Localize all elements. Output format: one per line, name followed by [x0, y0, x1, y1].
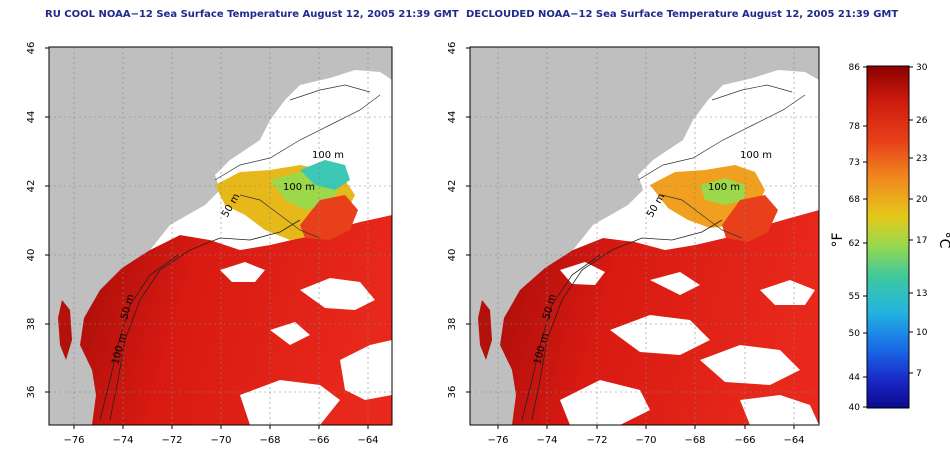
- lat-tick-label: 36: [447, 386, 458, 399]
- map-grid: [470, 47, 819, 425]
- lat-tick-label: 44: [26, 111, 37, 124]
- fahrenheit-unit-label: °F: [830, 232, 846, 247]
- axis-ticks: [45, 47, 369, 429]
- fahrenheit-tick-label: 78: [849, 122, 861, 132]
- fahrenheit-tick-label: 40: [849, 403, 861, 413]
- lon-tick-label: −66: [734, 435, 755, 446]
- isobath-contour: [637, 94, 806, 181]
- lat-tick-label: 42: [26, 180, 37, 193]
- celsius-tick-label: 23: [916, 154, 927, 164]
- lon-tick-label: −64: [783, 435, 804, 446]
- lon-tick-label: −74: [536, 435, 557, 446]
- warm-eddy: [722, 195, 778, 242]
- fahrenheit-tick-label: 86: [849, 63, 861, 73]
- map-title-declouded: DECLOUDED NOAA−12 Sea Surface Temperatur…: [466, 9, 899, 20]
- fahrenheit-tick-label: 68: [849, 195, 861, 205]
- celsius-tick-label: 26: [916, 116, 928, 126]
- coldest-water-patch: [300, 160, 350, 190]
- lon-tick-label: −70: [210, 435, 231, 446]
- map-grid: [49, 47, 392, 425]
- isobath-label: 100 m: [740, 150, 772, 161]
- cloud-patch: [700, 345, 800, 385]
- lon-tick-label: −76: [487, 435, 508, 446]
- isobath-contour: [711, 84, 793, 101]
- cold-water-patch: [700, 178, 745, 205]
- cloud-patch: [270, 322, 310, 345]
- fahrenheit-tick-label: 73: [849, 158, 860, 168]
- chesapeake-bay: [478, 300, 492, 360]
- lon-tick-label: −68: [684, 435, 705, 446]
- isobath-label: 100 m: [708, 182, 740, 193]
- colorbar: 86 78 73 68 62 55 50 44 40 30 26 23 20 1…: [830, 63, 950, 413]
- celsius-tick-label: 10: [916, 328, 928, 338]
- cloud-patch: [560, 380, 650, 425]
- isobath-label: 100 m: [283, 182, 315, 193]
- cloud-patch: [740, 395, 819, 425]
- fahrenheit-tick-label: 44: [849, 373, 861, 383]
- lat-tick-label: 42: [447, 180, 458, 193]
- lon-tick-label: −70: [635, 435, 656, 446]
- lon-tick-label: −72: [161, 435, 182, 446]
- ocean-warm-region: [80, 215, 392, 425]
- celsius-tick-label: 13: [916, 289, 927, 299]
- colorbar-gradient: [866, 65, 910, 409]
- isobath-contour: [214, 94, 381, 181]
- map-title-raw: RU COOL NOAA−12 Sea Surface Temperature …: [45, 9, 459, 20]
- lat-tick-label: 46: [447, 42, 458, 55]
- isobath-contour: [99, 254, 179, 421]
- isobath-label: 100 m: [312, 150, 344, 161]
- lon-tick-label: −76: [63, 435, 84, 446]
- celsius-tick-label: 20: [916, 195, 928, 205]
- isobath-contour: [239, 194, 321, 239]
- lon-tick-label: −72: [586, 435, 607, 446]
- cloud-patch: [610, 315, 710, 355]
- lon-tick-label: −74: [112, 435, 133, 446]
- lat-tick-label: 36: [26, 386, 37, 399]
- isobath-contour: [289, 84, 371, 101]
- map-frame: [469, 46, 820, 426]
- fahrenheit-tick-label: 50: [849, 329, 861, 339]
- cloud-patch: [240, 380, 340, 425]
- isobath-contour: [109, 219, 301, 421]
- map-panel-raw: 100 m 100 m 50 m 50 m 100 m −76 −74 −72 …: [26, 42, 393, 446]
- lon-tick-label: −64: [357, 435, 378, 446]
- warm-eddy: [300, 195, 358, 240]
- lat-tick-label: 44: [447, 111, 458, 124]
- cloud-patch: [340, 340, 392, 400]
- axis-ticks: [466, 47, 795, 429]
- lat-tick-label: 40: [26, 249, 37, 262]
- lon-tick-label: −66: [308, 435, 329, 446]
- celsius-unit-label: °C: [936, 232, 950, 249]
- lon-tick-label: −68: [259, 435, 280, 446]
- cloud-patch: [220, 262, 265, 282]
- fahrenheit-tick-label: 55: [849, 292, 860, 302]
- lat-tick-label: 40: [447, 249, 458, 262]
- cloud-patch: [560, 262, 605, 285]
- lat-tick-label: 38: [447, 318, 458, 331]
- celsius-tick-label: 7: [916, 369, 922, 379]
- chesapeake-bay: [58, 300, 72, 360]
- lat-tick-label: 38: [26, 318, 37, 331]
- isobath-contour: [521, 254, 601, 421]
- isobath-contour: [531, 219, 723, 421]
- celsius-tick-label: 30: [916, 63, 928, 73]
- cloud-patch: [760, 280, 815, 305]
- fahrenheit-tick-label: 62: [849, 239, 860, 249]
- isobath-contour: [661, 194, 743, 239]
- map-panel-declouded: 100 m 100 m 50 m 50 m 100 m −76 −74 −72 …: [447, 42, 820, 446]
- colorbar-ticks: [863, 66, 913, 408]
- celsius-tick-label: 17: [916, 236, 927, 246]
- lat-tick-label: 46: [26, 42, 37, 55]
- cloud-patch: [650, 272, 700, 295]
